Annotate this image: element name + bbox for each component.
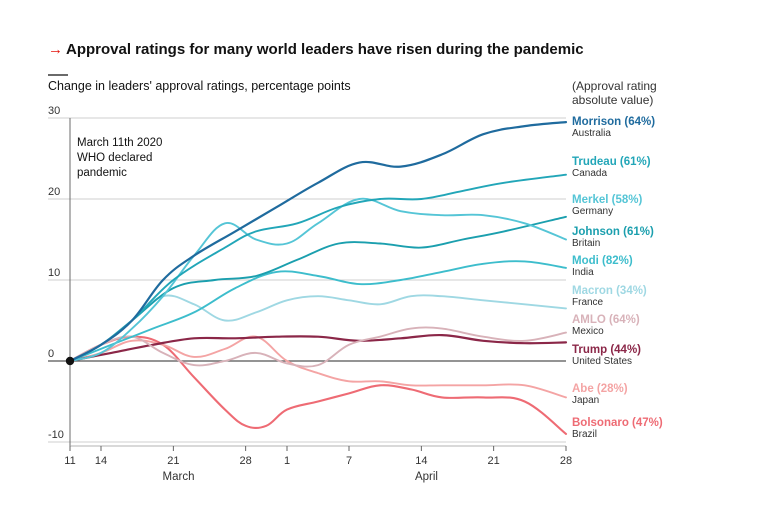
series-country-johnson: Britain [572,238,600,249]
chart-title: Approval ratings for many world leaders … [66,41,584,58]
annotation-line-1: March 11th 2020 [77,137,162,149]
x-tick-label: 1 [284,455,290,467]
title-block: → Approval ratings for many world leader… [48,41,657,107]
x-tick-label: 14 [415,455,427,467]
series-country-amlo: Mexico [572,326,604,337]
series-label-abe: Abe (28%) [572,383,628,395]
gridlines [48,117,566,446]
series-country-trudeau: Canada [572,168,607,179]
right-note-line-2: absolute value) [572,93,653,107]
series-line-modi [69,260,567,362]
y-tick-label: 20 [48,186,60,198]
title-arrow: → [48,41,63,58]
x-tick-label: 21 [488,455,500,467]
series-line-trudeau [69,173,567,362]
series-line-merkel [69,197,567,362]
x-month-label: March [163,471,195,483]
series-line-bolsonaro [68,335,568,435]
series-label-trudeau: Trudeau (61%) [572,156,651,168]
series-country-morrison: Australia [572,128,611,139]
series-country-trump: United States [572,356,632,367]
y-tick-label: 0 [48,348,54,360]
x-axis-ticks: 11 14 21 28 1 7 14 21 28 March April [64,445,572,483]
series-label-johnson: Johnson (61%) [572,226,654,238]
series-label-trump: Trump (44%) [572,344,641,356]
series-label-morrison: Morrison (64%) [572,116,655,128]
annotation-line-3: pandemic [77,167,127,179]
y-tick-label: -10 [48,429,64,441]
series-label-macron: Macron (34%) [572,285,647,297]
series-country-macron: France [572,297,604,308]
x-tick-label: 7 [346,455,352,467]
series-label-merkel: Merkel (58%) [572,194,642,206]
series-country-abe: Japan [572,395,599,406]
x-tick-label: 14 [95,455,107,467]
series-line-morrison [68,121,568,363]
x-tick-label: 21 [167,455,179,467]
series-line-trump [68,333,568,363]
start-point-marker [65,356,75,366]
y-tick-label: 10 [48,267,60,279]
right-note-line-1: (Approval rating [572,79,657,93]
series-label-modi: Modi (82%) [572,255,633,267]
series-label-amlo: AMLO (64%) [572,314,640,326]
x-month-label: April [415,471,438,483]
y-tick-label: 30 [48,105,60,117]
series-line-amlo [69,326,567,368]
series-label-bolsonaro: Bolsonaro (47%) [572,417,663,429]
series-line-johnson [69,215,567,362]
series-country-modi: India [572,267,594,278]
pandemic-annotation: March 11th 2020 WHO declared pandemic [77,137,162,179]
x-tick-label: 28 [240,455,252,467]
chart-subtitle: Change in leaders' approval ratings, per… [48,79,351,93]
series-labels: Morrison (64%)Australia Trudeau (61%)Cana… [572,116,663,440]
series-line-abe [69,335,567,399]
annotation-line-2: WHO declared [77,152,152,164]
series-lines [65,121,568,435]
x-tick-label: 11 [64,455,75,467]
y-axis-ticks: -10 0 10 20 30 [48,105,64,441]
x-tick-label: 28 [560,455,572,467]
series-country-bolsonaro: Brazil [572,429,597,440]
series-country-merkel: Germany [572,206,613,217]
